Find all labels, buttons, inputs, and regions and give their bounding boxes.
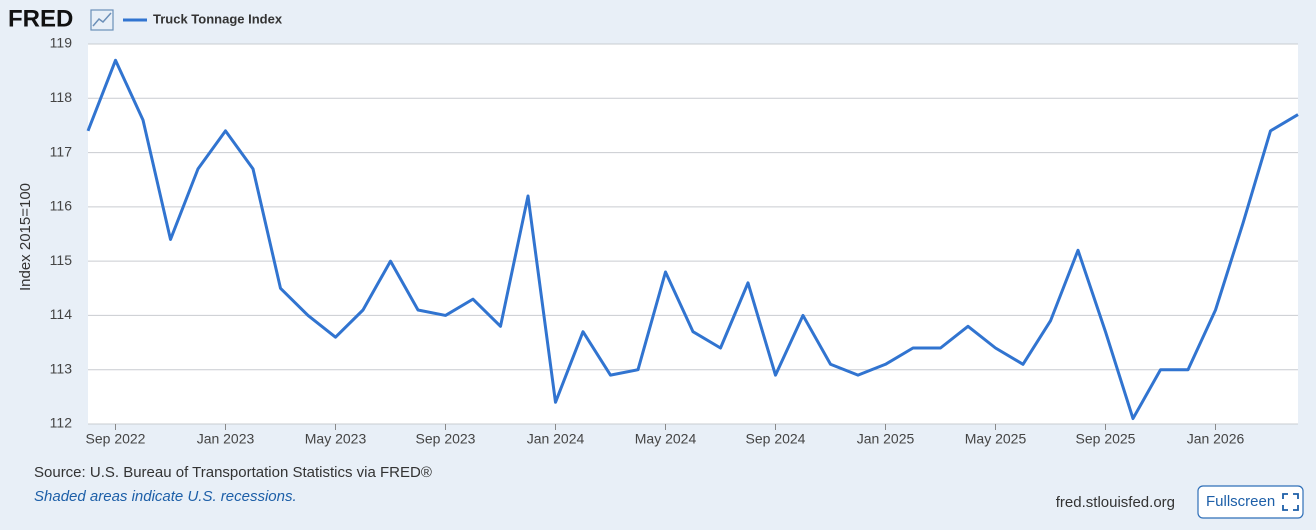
plot-area (88, 44, 1298, 424)
y-tick-label: 116 (50, 198, 73, 214)
fullscreen-button[interactable]: Fullscreen (1197, 485, 1304, 519)
line-series (86, 58, 1299, 421)
x-tick-label: May 2023 (305, 431, 367, 447)
x-tick-label: Sep 2024 (746, 431, 806, 447)
y-tick-label: 112 (50, 415, 73, 431)
y-tick-label: 119 (50, 35, 73, 51)
x-tick-label: Sep 2025 (1076, 431, 1136, 447)
x-tick-label: May 2024 (635, 431, 697, 447)
y-tick-label: 117 (50, 143, 73, 159)
x-tick-label: Jan 2025 (857, 431, 915, 447)
x-tick-label: Jan 2023 (197, 431, 255, 447)
source: Source: U.S. Bureau of Transportation St… (34, 464, 432, 481)
x-tick-label: Sep 2022 (86, 431, 146, 447)
y-tick-label: 113 (50, 360, 73, 376)
x-tick-label: Sep 2023 (416, 431, 476, 447)
button-label[interactable]: Fullscreen (1206, 493, 1275, 510)
x-tick-label: May 2025 (965, 431, 1027, 447)
y-tick-label: 114 (50, 306, 73, 322)
logo: FRED (8, 5, 73, 32)
x-tick-label: Jan 2024 (527, 431, 585, 447)
site: fred.stlouisfed.org (1056, 494, 1175, 511)
y-tick-label: 118 (50, 89, 73, 105)
legend-label: Truck Tonnage Index (153, 11, 283, 26)
y-tick-label: 115 (50, 252, 73, 268)
x-tick-label: Jan 2026 (1187, 431, 1245, 447)
logo-icon (90, 9, 114, 31)
y-axis-title: Index 2015=100 (17, 183, 34, 291)
note: Shaded areas indicate U.S. recessions. (34, 488, 297, 505)
